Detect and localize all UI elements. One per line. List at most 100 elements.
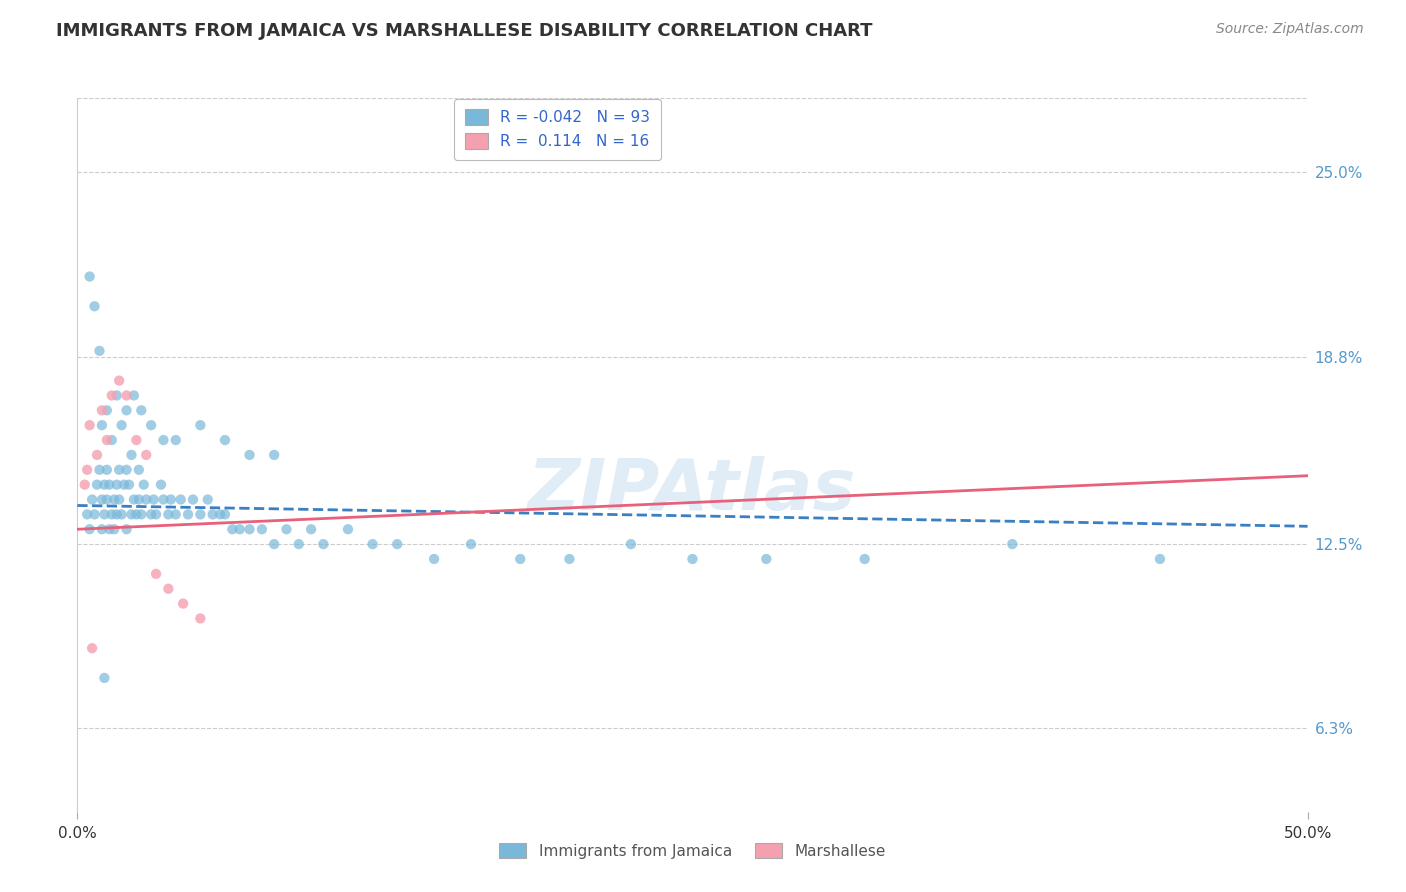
- Point: [98, 522, 121, 536]
- Point: [125, 508, 148, 522]
- Point: [152, 492, 174, 507]
- Point: [128, 492, 150, 507]
- Point: [90, 403, 114, 417]
- Point: [150, 477, 173, 491]
- Point: [79, 522, 101, 536]
- Point: [73, 477, 96, 491]
- Point: [157, 582, 180, 596]
- Point: [101, 388, 124, 402]
- Point: [93, 671, 115, 685]
- Point: [141, 418, 163, 433]
- Point: [96, 492, 118, 507]
- Point: [177, 508, 200, 522]
- Point: [96, 433, 118, 447]
- Point: [337, 522, 360, 536]
- Point: [170, 492, 193, 507]
- Point: [558, 552, 581, 566]
- Point: [82, 641, 104, 656]
- Point: [135, 492, 157, 507]
- Point: [132, 477, 155, 491]
- Point: [83, 299, 105, 313]
- Point: [221, 522, 243, 536]
- Point: [1149, 552, 1171, 566]
- Point: [135, 448, 157, 462]
- Point: [86, 477, 108, 491]
- Point: [101, 508, 124, 522]
- Point: [105, 477, 128, 491]
- Point: [172, 597, 194, 611]
- Point: [131, 403, 153, 417]
- Point: [190, 611, 212, 625]
- Point: [79, 269, 101, 284]
- Point: [98, 477, 121, 491]
- Point: [86, 448, 108, 462]
- Point: [96, 463, 118, 477]
- Point: [312, 537, 335, 551]
- Point: [276, 522, 298, 536]
- Text: Source: ZipAtlas.com: Source: ZipAtlas.com: [1216, 22, 1364, 37]
- Point: [96, 403, 118, 417]
- Point: [190, 418, 212, 433]
- Legend: Immigrants from Jamaica, Marshallese: Immigrants from Jamaica, Marshallese: [494, 837, 891, 864]
- Point: [82, 492, 104, 507]
- Text: ZIPAtlas: ZIPAtlas: [529, 456, 856, 525]
- Point: [89, 343, 111, 358]
- Point: [755, 552, 778, 566]
- Point: [118, 477, 141, 491]
- Point: [214, 433, 236, 447]
- Point: [160, 492, 183, 507]
- Point: [165, 433, 187, 447]
- Point: [121, 448, 143, 462]
- Point: [93, 477, 115, 491]
- Point: [122, 492, 145, 507]
- Point: [79, 418, 101, 433]
- Point: [682, 552, 704, 566]
- Point: [111, 508, 134, 522]
- Point: [620, 537, 643, 551]
- Point: [165, 508, 187, 522]
- Point: [90, 492, 114, 507]
- Point: [115, 403, 138, 417]
- Point: [263, 448, 285, 462]
- Point: [76, 508, 98, 522]
- Point: [141, 508, 163, 522]
- Point: [460, 537, 482, 551]
- Point: [108, 374, 131, 388]
- Point: [214, 508, 236, 522]
- Point: [239, 522, 262, 536]
- Point: [115, 522, 138, 536]
- Point: [157, 508, 180, 522]
- Text: IMMIGRANTS FROM JAMAICA VS MARSHALLESE DISABILITY CORRELATION CHART: IMMIGRANTS FROM JAMAICA VS MARSHALLESE D…: [56, 22, 873, 40]
- Point: [152, 433, 174, 447]
- Point: [108, 492, 131, 507]
- Point: [263, 537, 285, 551]
- Point: [83, 508, 105, 522]
- Point: [142, 492, 165, 507]
- Point: [128, 463, 150, 477]
- Point: [250, 522, 273, 536]
- Point: [103, 492, 125, 507]
- Point: [239, 448, 262, 462]
- Point: [101, 433, 124, 447]
- Point: [90, 418, 114, 433]
- Point: [1001, 537, 1024, 551]
- Point: [125, 433, 148, 447]
- Point: [131, 508, 153, 522]
- Point: [299, 522, 322, 536]
- Point: [90, 522, 114, 536]
- Point: [108, 463, 131, 477]
- Point: [115, 463, 138, 477]
- Point: [105, 388, 128, 402]
- Point: [76, 463, 98, 477]
- Point: [423, 552, 446, 566]
- Point: [112, 477, 135, 491]
- Point: [288, 537, 311, 551]
- Point: [115, 388, 138, 402]
- Point: [103, 522, 125, 536]
- Point: [89, 463, 111, 477]
- Point: [145, 566, 167, 581]
- Point: [229, 522, 252, 536]
- Point: [111, 418, 134, 433]
- Point: [145, 508, 167, 522]
- Point: [509, 552, 531, 566]
